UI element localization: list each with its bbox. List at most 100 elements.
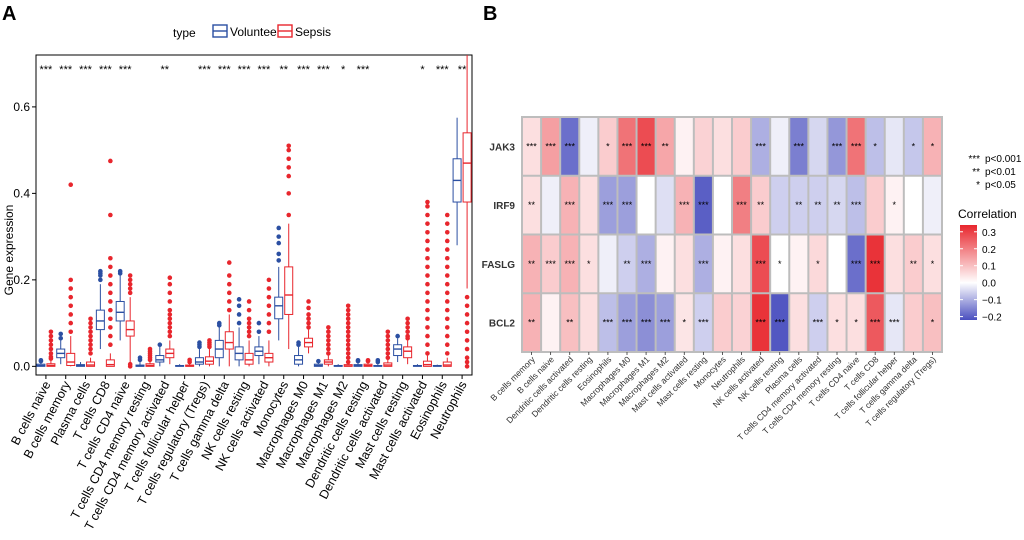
outlier-point — [167, 307, 173, 313]
outlier-point — [236, 303, 242, 309]
outlier-point — [276, 234, 282, 239]
heatmap-cell — [771, 235, 789, 293]
outlier-point — [98, 268, 103, 274]
box-volunteer — [373, 357, 383, 367]
outlier-point — [464, 303, 470, 309]
heatmap-cell — [923, 118, 941, 175]
heatmap-cell-star: * — [683, 318, 687, 328]
heatmap-cell-star: *** — [526, 141, 537, 151]
outlier-point — [276, 225, 282, 231]
box-iqr — [95, 309, 105, 331]
heatmap-cell — [866, 176, 884, 234]
heatmap-cell — [790, 176, 808, 234]
outlier-point — [88, 338, 93, 343]
outlier-point — [345, 329, 351, 335]
outlier-point — [266, 303, 272, 309]
heatmap-cell — [809, 294, 827, 351]
box-sepsis — [105, 158, 115, 367]
outlier-point — [108, 333, 113, 339]
significance-key: *** p<0.001 ** p<0.01 * p<0.05 — [968, 154, 1022, 191]
outlier-point — [425, 273, 430, 278]
outlier-point — [444, 264, 450, 270]
heatmap-cell-star: *** — [755, 259, 766, 269]
box-volunteer — [274, 225, 284, 341]
outlier-point — [246, 316, 252, 322]
heatmap-cell — [923, 235, 941, 293]
box-volunteer — [393, 333, 403, 363]
box-sepsis — [66, 182, 76, 367]
heatmap-cell-star: ** — [833, 200, 841, 210]
significance-star: *** — [238, 64, 252, 76]
heatmap-row-label: IRF9 — [493, 201, 515, 212]
heatmap-cell — [828, 176, 846, 234]
heatmap-cell-star: *** — [698, 318, 709, 328]
outlier-point — [326, 346, 331, 352]
box-sepsis — [343, 303, 353, 367]
outlier-point — [425, 342, 430, 348]
heatmap-cell-star: * — [893, 200, 897, 210]
outlier-point — [444, 290, 450, 296]
box-sepsis — [86, 316, 96, 367]
box-iqr — [274, 296, 284, 320]
heatmap-cell-star: * — [931, 259, 935, 269]
key-stars: *** — [968, 154, 980, 165]
outlier-point — [444, 299, 450, 304]
outlier-point — [425, 199, 430, 205]
outlier-point — [425, 299, 430, 304]
heatmap-cell — [542, 118, 560, 175]
heatmap-cell — [866, 294, 884, 351]
heatmap-cell — [752, 294, 770, 351]
outlier-point — [266, 329, 272, 335]
outlier-point — [68, 320, 74, 326]
box-volunteer — [313, 358, 323, 367]
colorbar-title: Correlation — [958, 207, 1017, 221]
outlier-point — [167, 290, 173, 296]
heatmap-cell — [809, 235, 827, 293]
heatmap-cell-star: *** — [832, 141, 843, 151]
box-iqr — [244, 352, 254, 365]
box-volunteer — [95, 268, 105, 350]
heatmap-cell — [790, 118, 808, 175]
outlier-point — [425, 333, 430, 339]
outlier-point — [296, 340, 301, 345]
box-volunteer — [333, 364, 343, 367]
correlation-colorbar: Correlation 0.3 0.2 0.1 0.0 −0.1 −0.2 — [958, 207, 1017, 324]
outlier-point — [246, 307, 252, 313]
significance-star: *** — [99, 64, 113, 76]
legend-label-volunteer: Volunteer — [230, 25, 281, 39]
outlier-point — [266, 320, 272, 326]
box-volunteer — [175, 364, 185, 367]
heatmap-cell-star: *** — [889, 318, 900, 328]
box-volunteer — [432, 364, 442, 367]
outlier-point — [68, 294, 74, 300]
outlier-point — [88, 346, 93, 352]
outlier-point — [246, 320, 252, 326]
outlier-point — [306, 312, 311, 317]
box-sepsis — [323, 325, 333, 367]
heatmap-cell-star: ** — [528, 318, 536, 328]
heatmap-cell-star: *** — [698, 259, 709, 269]
outlier-point — [127, 277, 133, 283]
outlier-point — [127, 281, 133, 287]
outlier-point — [167, 333, 173, 339]
outlier-point — [226, 281, 232, 287]
heatmap-cell — [847, 118, 865, 175]
box-volunteer — [234, 297, 244, 367]
outlier-point — [355, 357, 361, 363]
heatmap-cell-star: * — [606, 141, 610, 151]
legend-title: type — [173, 26, 196, 40]
box-sepsis — [244, 299, 254, 367]
box-iqr — [66, 352, 76, 366]
heatmap-cell — [809, 118, 827, 175]
outlier-point — [405, 325, 410, 330]
box-volunteer — [194, 340, 204, 367]
box-iqr — [194, 357, 204, 365]
outlier-point — [345, 346, 351, 352]
outlier-point — [167, 299, 173, 304]
outlier-point — [444, 221, 450, 226]
outlier-point — [345, 307, 351, 313]
heatmap-cell-star: ** — [757, 200, 765, 210]
outlier-point — [375, 357, 381, 363]
heatmap-cell — [599, 176, 617, 234]
significance-star: *** — [257, 64, 271, 76]
